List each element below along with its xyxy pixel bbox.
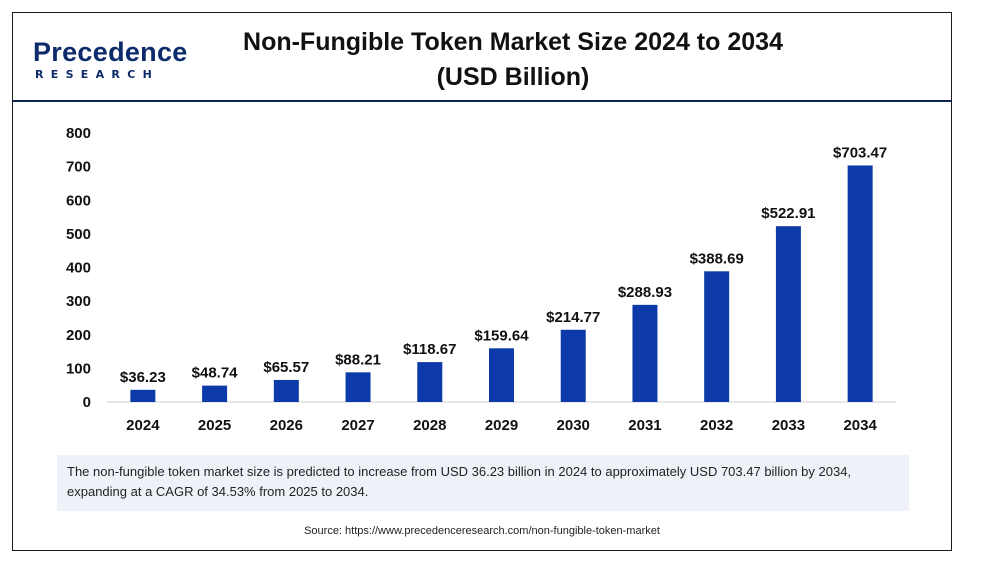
x-tick-label: 2027 [341, 417, 374, 434]
x-tick-label: 2028 [413, 417, 446, 434]
data-label: $48.74 [192, 365, 239, 382]
x-tick-label: 2032 [700, 417, 733, 434]
x-tick-label: 2026 [270, 417, 303, 434]
logo-subtext: RESEARCH [35, 68, 160, 81]
x-tick-label: 2024 [126, 417, 160, 434]
data-label: $118.67 [403, 341, 456, 358]
y-tick-label: 0 [83, 394, 91, 411]
data-label: $36.23 [120, 369, 166, 386]
y-tick-label: 200 [66, 327, 91, 344]
y-tick-label: 700 [66, 159, 91, 176]
source-citation: Source: https://www.precedenceresearch.c… [304, 525, 660, 537]
bar [704, 271, 730, 402]
bar [632, 304, 658, 402]
y-tick-label: 100 [66, 360, 91, 377]
x-tick-label: 2033 [772, 417, 805, 434]
x-tick-label: 2034 [843, 417, 877, 434]
bar [560, 329, 586, 402]
infographic-frame: Precedence RESEARCH Non-Fungible Token M… [12, 12, 952, 551]
bar [489, 348, 514, 402]
bar [847, 165, 873, 402]
bar [345, 372, 371, 402]
data-label: $214.77 [546, 309, 600, 326]
data-label: $522.91 [761, 205, 815, 222]
bar [130, 389, 156, 402]
chart-title: Non-Fungible Token Market Size 2024 to 2… [243, 25, 783, 95]
chart-title-line-2: (USD Billion) [436, 63, 590, 91]
summary-note: The non-fungible token market size is pr… [57, 455, 909, 511]
bar [273, 379, 299, 402]
precedence-research-logo: Precedence RESEARCH [33, 35, 193, 95]
logo-wordmark: Precedence [33, 37, 188, 67]
x-tick-label: 2031 [628, 417, 661, 434]
y-tick-label: 300 [66, 293, 91, 310]
y-tick-label: 800 [66, 125, 91, 142]
bar [202, 385, 228, 402]
data-label: $65.57 [263, 359, 309, 376]
y-tick-label: 600 [66, 192, 91, 209]
chart-title-line-1: Non-Fungible Token Market Size 2024 to 2… [243, 28, 783, 56]
bar [417, 362, 443, 402]
data-label: $703.47 [833, 144, 887, 161]
x-tick-label: 2025 [198, 417, 231, 434]
data-label: $288.93 [618, 284, 672, 301]
y-tick-label: 500 [66, 226, 91, 243]
header: Precedence RESEARCH Non-Fungible Token M… [13, 13, 951, 102]
x-tick-label: 2030 [557, 417, 590, 434]
data-label: $388.69 [690, 250, 744, 267]
bar [775, 226, 801, 402]
x-tick-label: 2029 [485, 417, 518, 434]
data-label: $159.64 [474, 327, 529, 344]
bar-chart: 0 100 200 300 400 500 600 700 800 $36.23 2024 $48.7… [66, 125, 896, 434]
y-tick-label: 400 [66, 260, 91, 277]
data-label: $88.21 [335, 351, 381, 368]
